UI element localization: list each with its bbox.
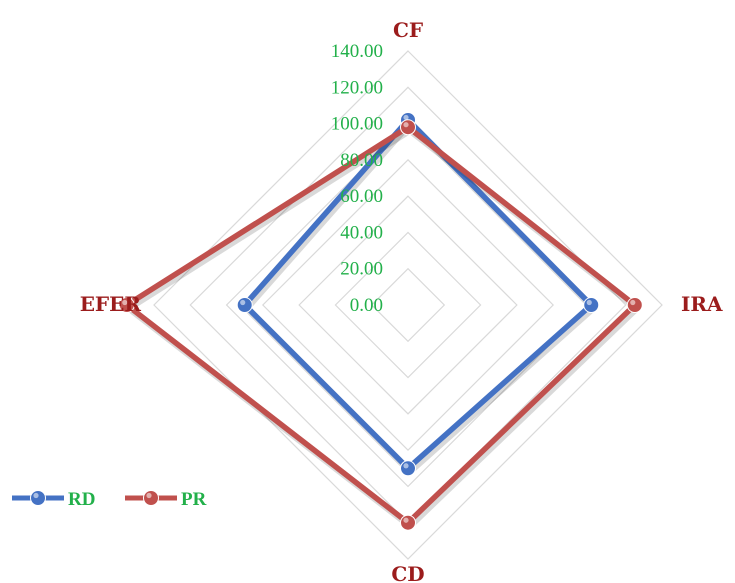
data-point-pr xyxy=(400,514,416,531)
grid-ring xyxy=(153,50,663,560)
tick-label: 0.00 xyxy=(350,295,383,316)
legend-marker-highlight xyxy=(33,492,39,499)
tick-label: 60.00 xyxy=(340,186,383,207)
axis-labels: CF IRA CD EFER xyxy=(80,18,723,583)
tick-label: 80.00 xyxy=(340,150,383,171)
data-point-highlight xyxy=(403,122,409,128)
tick-label: 100.00 xyxy=(331,114,383,135)
grid-ring xyxy=(298,195,518,415)
axis-label-ira: IRA xyxy=(681,292,723,316)
tick-label: 140.00 xyxy=(331,41,383,62)
tick-label: 20.00 xyxy=(340,259,383,280)
data-point-rd xyxy=(583,297,600,313)
tick-label: 40.00 xyxy=(340,222,383,243)
axis-label-cd: CD xyxy=(391,562,424,583)
data-point-pr xyxy=(400,119,416,136)
data-point-highlight xyxy=(122,299,128,306)
data-point-rd xyxy=(236,297,253,313)
grid-ring xyxy=(370,267,446,343)
data-point-highlight xyxy=(403,114,409,121)
axis-label-efer: EFER xyxy=(80,292,142,316)
data-point-rd xyxy=(400,460,416,477)
tick-labels: 0.00 20.00 40.00 60.00 80.00 100.00 120.00 140.… xyxy=(331,41,383,316)
data-point-highlight xyxy=(630,299,636,306)
legend: RD PR xyxy=(12,489,207,510)
grid-ring xyxy=(334,231,482,379)
data-point-highlight xyxy=(403,463,409,469)
legend-label-pr: PR xyxy=(181,489,207,510)
legend-marker-rd xyxy=(30,490,46,506)
grid-ring xyxy=(262,159,554,451)
legend-marker-pr xyxy=(143,490,159,506)
data-point-highlight xyxy=(240,299,246,306)
series-line-rd xyxy=(241,117,594,472)
tick-label: 120.00 xyxy=(331,77,383,98)
data-point-highlight xyxy=(403,517,409,523)
series-shadow xyxy=(241,117,599,477)
data-point-pr xyxy=(626,297,643,313)
legend-label-rd: RD xyxy=(68,489,95,510)
series-layer xyxy=(118,111,643,531)
grid-ring xyxy=(189,86,627,524)
data-point-highlight xyxy=(586,299,592,306)
axis-label-cf: CF xyxy=(393,18,423,42)
legend-marker-highlight xyxy=(146,492,152,499)
